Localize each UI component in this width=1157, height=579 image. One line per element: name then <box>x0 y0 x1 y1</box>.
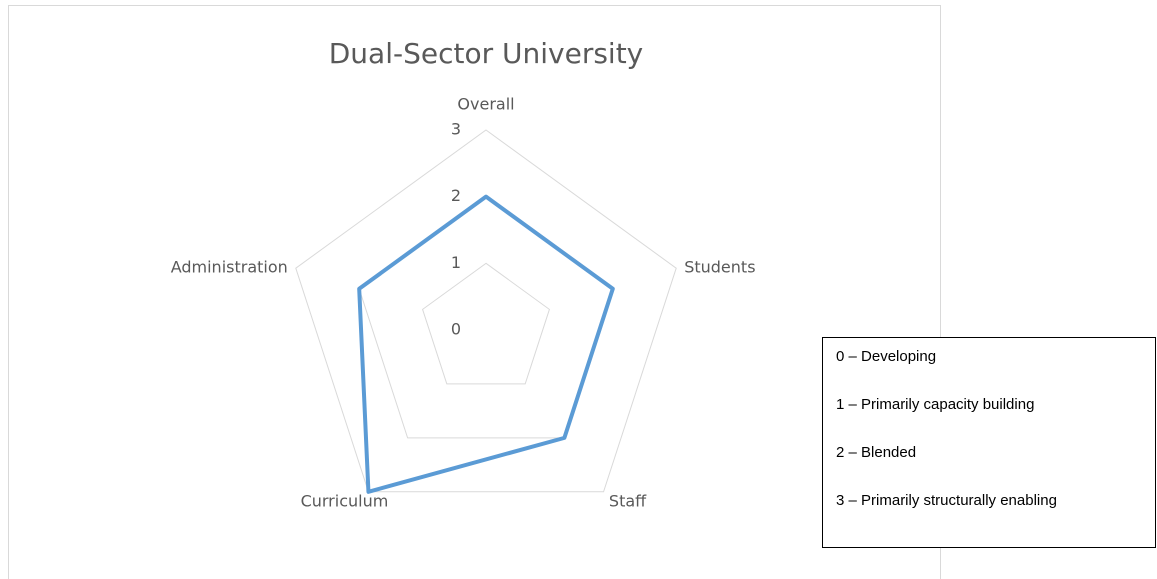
series-line <box>357 194 615 494</box>
axis-label: Administration <box>171 258 288 277</box>
legend-note: 3 – Primarily structurally enabling <box>836 492 1057 509</box>
legend-note: 0 – Developing <box>836 348 937 365</box>
legend-box: 0 – Developing 1 – Primarily capacity bui… <box>822 337 1156 548</box>
axis-label: Staff <box>609 491 647 510</box>
axis-label: Overall <box>457 95 514 114</box>
chart-frame <box>8 5 941 579</box>
axis-label: Curriculum <box>301 491 389 510</box>
grid-line <box>295 129 677 493</box>
legend-note: 2 – Blended <box>836 444 917 461</box>
axis-label: Students <box>684 258 755 277</box>
grid-line <box>422 262 550 385</box>
r-tick-label: 0 <box>451 320 461 339</box>
legend-note: 1 – Primarily capacity building <box>836 396 1035 413</box>
r-tick-label: 1 <box>451 253 461 272</box>
chart-title: Dual-Sector University <box>329 37 644 70</box>
r-tick-label: 3 <box>451 120 461 139</box>
r-tick-label: 2 <box>451 186 461 205</box>
